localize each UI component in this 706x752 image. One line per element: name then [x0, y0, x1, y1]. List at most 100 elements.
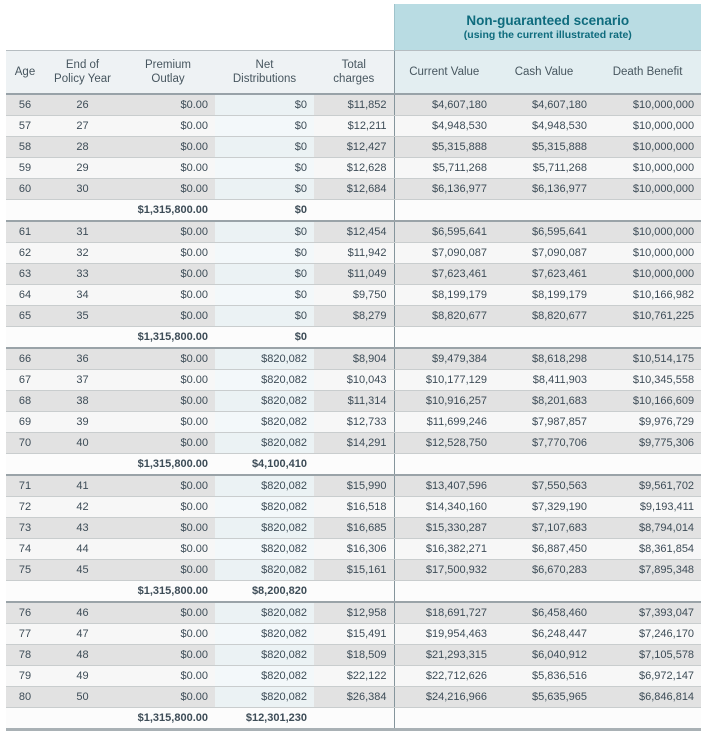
- cell-premium-outlay: $0.00: [121, 517, 215, 539]
- cell-net-distributions: $820,082: [215, 623, 314, 645]
- cell-current-value: $19,954,463: [393, 623, 495, 645]
- cell-premium-outlay: $0.00: [121, 369, 215, 391]
- table-row: 59 29 $0.00 $0 $12,628 $5,711,268 $5,711,268 $1…: [6, 157, 702, 179]
- cell-net-distributions: $820,082: [215, 369, 314, 391]
- cell-end-of-policy-year: 39: [44, 411, 121, 433]
- cell-current-value: $5,711,268: [393, 157, 495, 179]
- cell-age: 69: [6, 411, 44, 433]
- column-header-total-charges: Total charges: [314, 50, 395, 95]
- cell-age: 60: [6, 178, 44, 200]
- cell-total-charges: $15,161: [314, 559, 395, 581]
- cell-total-charges: $10,043: [314, 369, 395, 391]
- subtotal-charges-spacer: [314, 453, 395, 476]
- subtotal-spacer: [6, 199, 121, 222]
- non-guaranteed-scenario-header: Non-guaranteed scenario (using the curre…: [393, 4, 702, 51]
- cell-cash-value: $5,315,888: [494, 136, 595, 158]
- cell-premium-outlay: $0.00: [121, 305, 215, 327]
- subtotal-row: $1,315,800.00 $0: [6, 326, 702, 349]
- cell-cash-value: $8,618,298: [494, 348, 595, 370]
- column-header-current-value: Current Value: [393, 50, 495, 95]
- cell-premium-outlay: $0.00: [121, 623, 215, 645]
- cell-total-charges: $11,049: [314, 263, 395, 285]
- table-row: 74 44 $0.00 $820,082 $16,306 $16,382,271 $6,88…: [6, 538, 702, 560]
- cell-current-value: $6,136,977: [393, 178, 495, 200]
- cell-total-charges: $12,454: [314, 221, 395, 243]
- cell-age: 56: [6, 94, 44, 116]
- policy-values-table: Non-guaranteed scenario (using the curre…: [6, 4, 702, 731]
- cell-death-benefit: $9,976,729: [594, 411, 702, 433]
- table-row: 77 47 $0.00 $820,082 $15,491 $19,954,463 $6,24…: [6, 623, 702, 645]
- cell-current-value: $5,315,888: [393, 136, 495, 158]
- cell-current-value: $14,340,160: [393, 496, 495, 518]
- table-row: 61 31 $0.00 $0 $12,454 $6,595,641 $6,595,641 $1…: [6, 221, 702, 243]
- cell-death-benefit: $10,761,225: [594, 305, 702, 327]
- cell-premium-outlay: $0.00: [121, 284, 215, 306]
- cell-cash-value: $7,107,683: [494, 517, 595, 539]
- cell-total-charges: $16,685: [314, 517, 395, 539]
- table-row: 72 42 $0.00 $820,082 $16,518 $14,340,160 $7,32…: [6, 496, 702, 518]
- cell-age: 72: [6, 496, 44, 518]
- subtotal-row: $1,315,800.00 $0: [6, 199, 702, 222]
- subtotal-net-distributions: $4,100,410: [215, 453, 314, 476]
- table-row: 58 28 $0.00 $0 $12,427 $5,315,888 $5,315,888 $1…: [6, 136, 702, 158]
- cell-total-charges: $14,291: [314, 432, 395, 454]
- subtotal-row: $1,315,800.00 $8,200,820: [6, 580, 702, 603]
- subtotal-spacer: [6, 326, 121, 349]
- cell-total-charges: $22,122: [314, 665, 395, 687]
- cell-premium-outlay: $0.00: [121, 432, 215, 454]
- subtotal-right-spacer: [393, 199, 702, 222]
- subtotal-premium-outlay: $1,315,800.00: [121, 453, 215, 476]
- policy-illustration-page: Non-guaranteed scenario (using the curre…: [0, 4, 706, 752]
- cell-end-of-policy-year: 28: [44, 136, 121, 158]
- cell-current-value: $7,623,461: [393, 263, 495, 285]
- cell-death-benefit: $10,000,000: [594, 136, 702, 158]
- cell-total-charges: $12,211: [314, 115, 395, 137]
- table-row: 60 30 $0.00 $0 $12,684 $6,136,977 $6,136,977 $1…: [6, 178, 702, 200]
- cell-end-of-policy-year: 31: [44, 221, 121, 243]
- cell-death-benefit: $9,561,702: [594, 475, 702, 497]
- scenario-header-row: Non-guaranteed scenario (using the curre…: [6, 4, 702, 51]
- cell-net-distributions: $0: [215, 157, 314, 179]
- cell-current-value: $17,500,932: [393, 559, 495, 581]
- table-row: 69 39 $0.00 $820,082 $12,733 $11,699,246 $7,98…: [6, 411, 702, 433]
- cell-net-distributions: $0: [215, 94, 314, 116]
- cell-cash-value: $5,836,516: [494, 665, 595, 687]
- cell-death-benefit: $6,846,814: [594, 686, 702, 708]
- cell-age: 67: [6, 369, 44, 391]
- table-row: 66 36 $0.00 $820,082 $8,904 $9,479,384 $8,618,…: [6, 348, 702, 370]
- cell-net-distributions: $820,082: [215, 559, 314, 581]
- table-row: 70 40 $0.00 $820,082 $14,291 $12,528,750 $7,77…: [6, 432, 702, 454]
- cell-end-of-policy-year: 29: [44, 157, 121, 179]
- cell-net-distributions: $820,082: [215, 411, 314, 433]
- cell-net-distributions: $820,082: [215, 517, 314, 539]
- column-header-end-of-policy-year: End of Policy Year: [44, 50, 121, 95]
- cell-current-value: $24,216,966: [393, 686, 495, 708]
- cell-premium-outlay: $0.00: [121, 348, 215, 370]
- cell-total-charges: $26,384: [314, 686, 395, 708]
- cell-premium-outlay: $0.00: [121, 538, 215, 560]
- cell-total-charges: $11,852: [314, 94, 395, 116]
- cell-premium-outlay: $0.00: [121, 157, 215, 179]
- cell-age: 79: [6, 665, 44, 687]
- cell-net-distributions: $0: [215, 221, 314, 243]
- cell-end-of-policy-year: 33: [44, 263, 121, 285]
- cell-end-of-policy-year: 36: [44, 348, 121, 370]
- cell-total-charges: $15,990: [314, 475, 395, 497]
- cell-age: 61: [6, 221, 44, 243]
- cell-end-of-policy-year: 27: [44, 115, 121, 137]
- cell-age: 59: [6, 157, 44, 179]
- cell-premium-outlay: $0.00: [121, 559, 215, 581]
- subtotal-net-distributions: $12,301,230: [215, 707, 314, 731]
- column-header-cash-value: Cash Value: [494, 50, 595, 95]
- cell-premium-outlay: $0.00: [121, 475, 215, 497]
- cell-net-distributions: $820,082: [215, 602, 314, 624]
- cell-death-benefit: $10,166,609: [594, 390, 702, 412]
- cell-age: 80: [6, 686, 44, 708]
- cell-age: 62: [6, 242, 44, 264]
- cell-cash-value: $8,199,179: [494, 284, 595, 306]
- column-header-age: Age: [6, 50, 44, 95]
- cell-cash-value: $7,329,190: [494, 496, 595, 518]
- cell-premium-outlay: $0.00: [121, 496, 215, 518]
- cell-cash-value: $6,670,283: [494, 559, 595, 581]
- table-row: 63 33 $0.00 $0 $11,049 $7,623,461 $7,623,461 $1…: [6, 263, 702, 285]
